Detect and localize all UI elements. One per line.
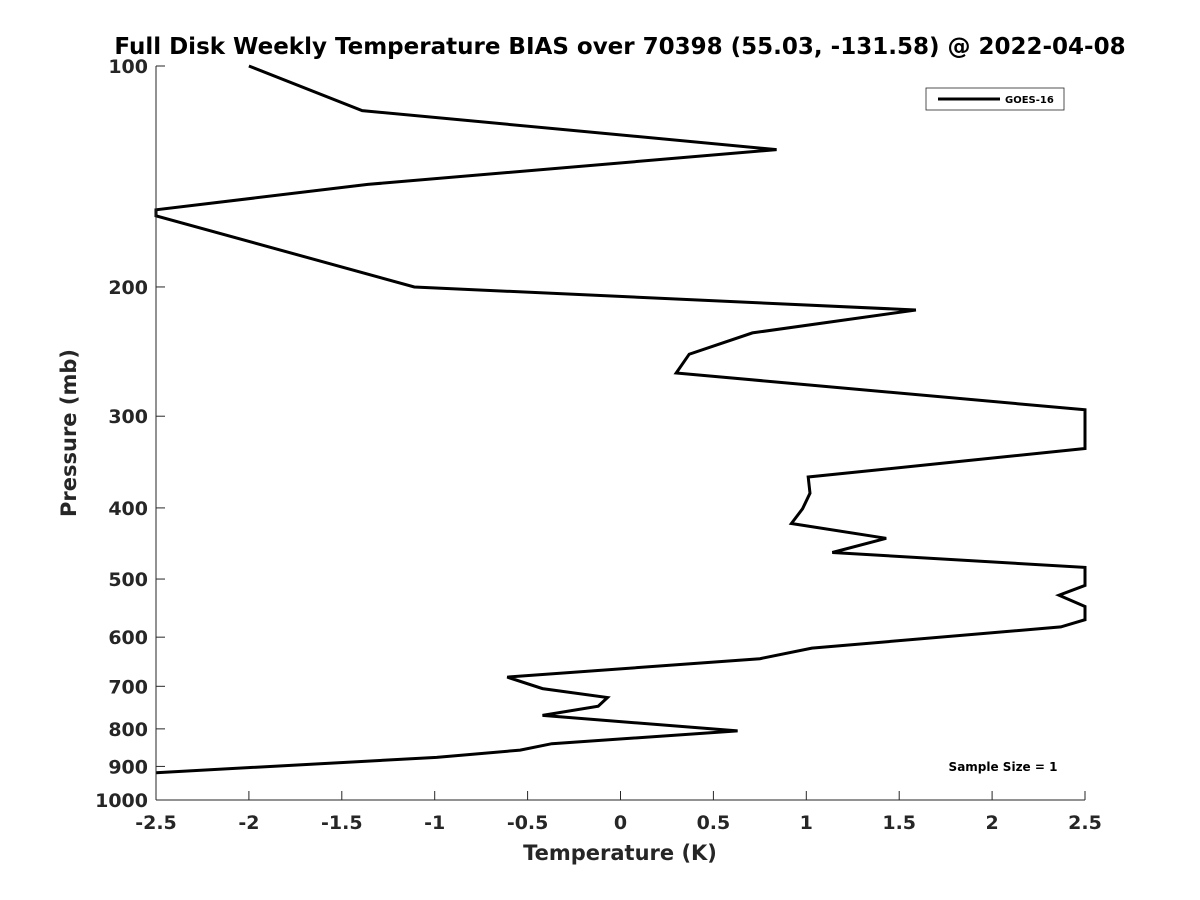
y-axis-label: Pressure (mb)	[57, 349, 81, 517]
x-tick-label: 0.5	[697, 812, 731, 834]
y-tick-label: 900	[108, 756, 148, 778]
x-tick-label: -0.5	[507, 812, 549, 834]
x-axis-ticks: -2.5 -2 -1.5 -1 -0.5 0 0.5 1 1.5 2 2.5	[135, 791, 1102, 834]
x-tick-label: 1	[800, 812, 813, 834]
y-tick-label: 300	[108, 406, 148, 428]
series-line-goes-16	[154, 64, 1087, 775]
sample-size-annotation: Sample Size = 1	[949, 760, 1058, 774]
y-tick-label: 700	[108, 676, 148, 698]
x-tick-label: -2.5	[135, 812, 177, 834]
y-tick-label: 400	[108, 498, 148, 520]
y-tick-label: 200	[108, 277, 148, 299]
x-tick-label: -1.5	[321, 812, 363, 834]
x-axis-label: Temperature (K)	[523, 841, 717, 865]
x-tick-label: 0	[614, 812, 627, 834]
y-tick-label: 100	[108, 56, 148, 78]
y-tick-label: 1000	[95, 790, 148, 812]
y-tick-label: 500	[108, 569, 148, 591]
x-tick-label: 1.5	[882, 812, 916, 834]
chart-title: Full Disk Weekly Temperature BIAS over 7…	[114, 34, 1125, 60]
y-axis-ticks: 100 200 300 400 500 600 700 800 900 1000	[95, 56, 165, 812]
legend: GOES-16	[925, 87, 1065, 111]
y-tick-label: 800	[108, 719, 148, 741]
x-tick-label: 2.5	[1068, 812, 1102, 834]
y-tick-label: 600	[108, 627, 148, 649]
x-tick-label: 2	[985, 812, 998, 834]
x-tick-label: -1	[424, 812, 445, 834]
legend-label-goes-16: GOES-16	[1005, 95, 1054, 106]
x-tick-label: -2	[238, 812, 259, 834]
